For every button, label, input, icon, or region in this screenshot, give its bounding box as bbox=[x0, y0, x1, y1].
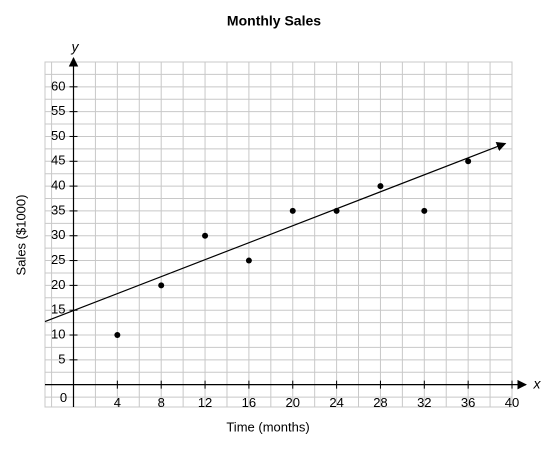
x-tick-label: 8 bbox=[158, 395, 165, 410]
y-tick-label: 35 bbox=[51, 202, 65, 217]
y-tick-label: 60 bbox=[51, 78, 65, 93]
y-tick-label: 15 bbox=[51, 302, 65, 317]
x-tick-label: 16 bbox=[242, 395, 256, 410]
y-tick-label: 55 bbox=[51, 103, 65, 118]
point bbox=[158, 282, 165, 289]
y-tick-label: 20 bbox=[51, 277, 65, 292]
plot-border bbox=[44, 61, 513, 408]
y-tick-label: 45 bbox=[51, 153, 65, 168]
y-axis-label: Sales ($1000) bbox=[13, 195, 28, 276]
y-axis-name: y bbox=[71, 39, 80, 55]
point bbox=[465, 158, 472, 165]
y-tick-label: 30 bbox=[51, 227, 65, 242]
point bbox=[421, 207, 428, 214]
x-tick-label: 4 bbox=[114, 395, 121, 410]
trend-line bbox=[44, 142, 507, 323]
point bbox=[202, 232, 209, 239]
x-tick-label: 36 bbox=[461, 395, 475, 410]
point bbox=[245, 257, 252, 264]
point bbox=[114, 332, 121, 339]
y-tick-label: 10 bbox=[51, 326, 65, 341]
y-tick-label: 40 bbox=[51, 178, 65, 193]
x-axis-label: Time (months) bbox=[226, 419, 309, 434]
point bbox=[377, 183, 384, 190]
x-tick-label: 28 bbox=[373, 395, 387, 410]
x-axis-name: x bbox=[533, 376, 542, 392]
y-tick-label: 50 bbox=[51, 128, 65, 143]
point bbox=[289, 207, 296, 214]
x-tick-label: 40 bbox=[505, 395, 519, 410]
x-tick-label: 24 bbox=[329, 395, 343, 410]
y-tick-label: 5 bbox=[58, 351, 65, 366]
x-tick-label: 0 bbox=[60, 390, 67, 405]
point bbox=[333, 207, 340, 214]
y-tick-label: 25 bbox=[51, 252, 65, 267]
x-tick-label: 32 bbox=[417, 395, 431, 410]
chart-title: Monthly Sales bbox=[227, 13, 321, 29]
x-tick-label: 12 bbox=[198, 395, 212, 410]
x-tick-label: 20 bbox=[286, 395, 300, 410]
